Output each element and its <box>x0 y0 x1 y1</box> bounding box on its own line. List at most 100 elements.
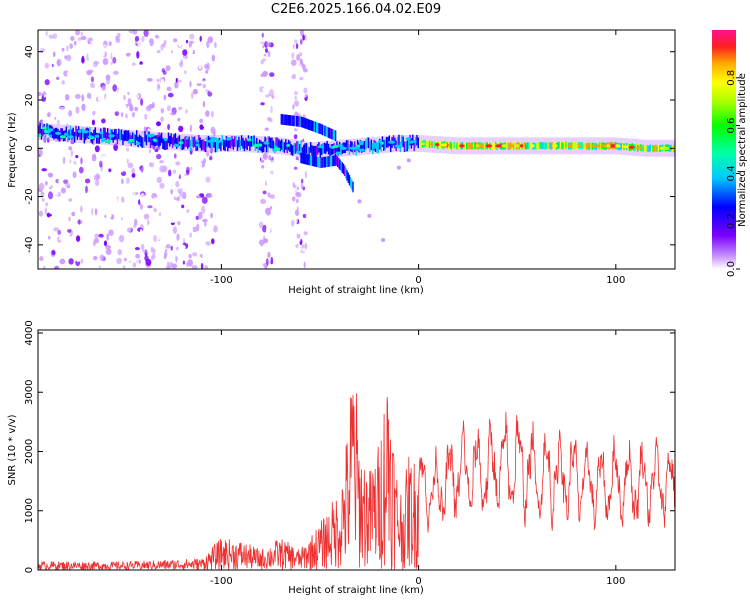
noise-speckle <box>69 43 73 49</box>
ridge-core <box>72 127 74 139</box>
noise-speckle <box>85 34 91 39</box>
noise-speckle <box>134 40 137 46</box>
noise-speckle <box>189 187 192 194</box>
ridge-hotspot <box>41 126 48 130</box>
ridge-hotspot <box>94 134 100 138</box>
secondary-ridge <box>325 126 327 137</box>
secondary-ridge <box>303 117 305 128</box>
noise-speckle <box>295 33 301 38</box>
noise-speckle <box>40 231 47 238</box>
secondary-ridge <box>317 122 319 134</box>
ridge-core <box>134 134 136 146</box>
noise-speckle <box>291 52 295 60</box>
noise-speckle <box>140 196 146 205</box>
noise-speckle <box>137 234 141 241</box>
noise-speckle <box>132 262 137 268</box>
noise-speckle <box>290 219 295 227</box>
noise-speckle <box>143 152 149 160</box>
ridge-core <box>113 129 116 140</box>
ridge-core <box>590 141 592 149</box>
noise-speckle <box>301 244 305 249</box>
noise-speckle <box>49 209 52 215</box>
noise-speckle <box>302 249 306 253</box>
noise-speckle <box>172 169 177 174</box>
noise-speckle <box>78 219 81 225</box>
noise-speckle <box>185 236 189 244</box>
ridge-core <box>93 129 95 141</box>
noise-speckle <box>209 156 213 161</box>
noise-speckle <box>123 94 126 101</box>
noise-speckle <box>264 213 267 219</box>
noise-speckle <box>71 223 77 227</box>
tail-dot <box>357 199 362 204</box>
noise-speckle <box>61 187 66 194</box>
ridge-core <box>581 142 584 149</box>
colorbar-ticks: 0.0 0.2 0.4 0.6 0.8 <box>726 70 740 277</box>
ridge-core <box>44 128 47 140</box>
noise-speckle <box>204 173 208 178</box>
noise-speckle <box>303 261 306 269</box>
noise-speckle <box>60 242 64 247</box>
ridge-hotspot <box>595 144 601 148</box>
ridge-core <box>644 145 646 153</box>
ridge-core <box>401 134 403 146</box>
noise-speckle <box>207 133 212 137</box>
noise-speckle <box>178 42 182 47</box>
secondary-ridge <box>308 154 310 166</box>
ridge-hotspot <box>207 139 214 143</box>
noise-speckle <box>296 125 301 131</box>
noise-speckle <box>85 66 90 71</box>
noise-speckle <box>194 51 199 57</box>
ridge-core <box>75 125 77 137</box>
noise-speckle <box>300 182 304 190</box>
noise-speckle <box>159 261 165 269</box>
ridge-core <box>301 147 304 158</box>
noise-speckle <box>152 62 157 68</box>
noise-speckle <box>129 118 134 125</box>
ridge-core <box>123 130 125 142</box>
noise-speckle <box>73 40 77 46</box>
noise-speckle <box>177 79 182 83</box>
noise-speckle <box>295 192 302 198</box>
noise-speckle <box>46 57 51 64</box>
ridge-core <box>231 135 233 147</box>
noise-speckle <box>137 39 142 48</box>
noise-speckle <box>166 200 170 205</box>
noise-speckle <box>100 50 105 57</box>
ridge-core <box>218 138 221 149</box>
ridge-hotspot <box>338 144 344 148</box>
noise-speckle <box>205 89 208 93</box>
ridge-hotspot <box>253 143 260 148</box>
ridge-core <box>539 141 541 149</box>
noise-speckle <box>38 142 41 147</box>
ridge-hotspot <box>340 146 347 150</box>
ridge-core <box>312 146 315 157</box>
noise-speckle <box>160 206 164 212</box>
noise-speckle <box>143 103 147 111</box>
noise-speckle <box>269 194 275 200</box>
noise-speckle <box>267 173 272 178</box>
noise-speckle <box>47 172 54 178</box>
ridge-core <box>384 138 386 150</box>
ridge-core <box>87 128 90 139</box>
ridge-core <box>599 142 602 150</box>
noise-speckle <box>109 150 113 154</box>
noise-speckle <box>155 106 159 113</box>
noise-speckle <box>107 51 112 58</box>
noise-speckle <box>57 229 61 235</box>
noise-speckle <box>154 125 157 130</box>
noise-speckle <box>296 63 303 71</box>
noise-speckle <box>292 184 297 189</box>
colorbar-label: Normalized spectral amplitude <box>737 73 748 227</box>
secondary-ridge <box>326 156 328 168</box>
noise-speckle <box>182 49 188 56</box>
ridge-core <box>257 142 259 153</box>
noise-speckle <box>143 30 149 37</box>
ridge-core <box>125 130 127 141</box>
noise-speckle <box>94 191 98 199</box>
noise-speckle <box>66 45 69 52</box>
noise-speckle <box>192 112 196 116</box>
ridge-core <box>562 142 564 150</box>
noise-speckle <box>198 243 203 252</box>
noise-speckle <box>263 62 267 71</box>
